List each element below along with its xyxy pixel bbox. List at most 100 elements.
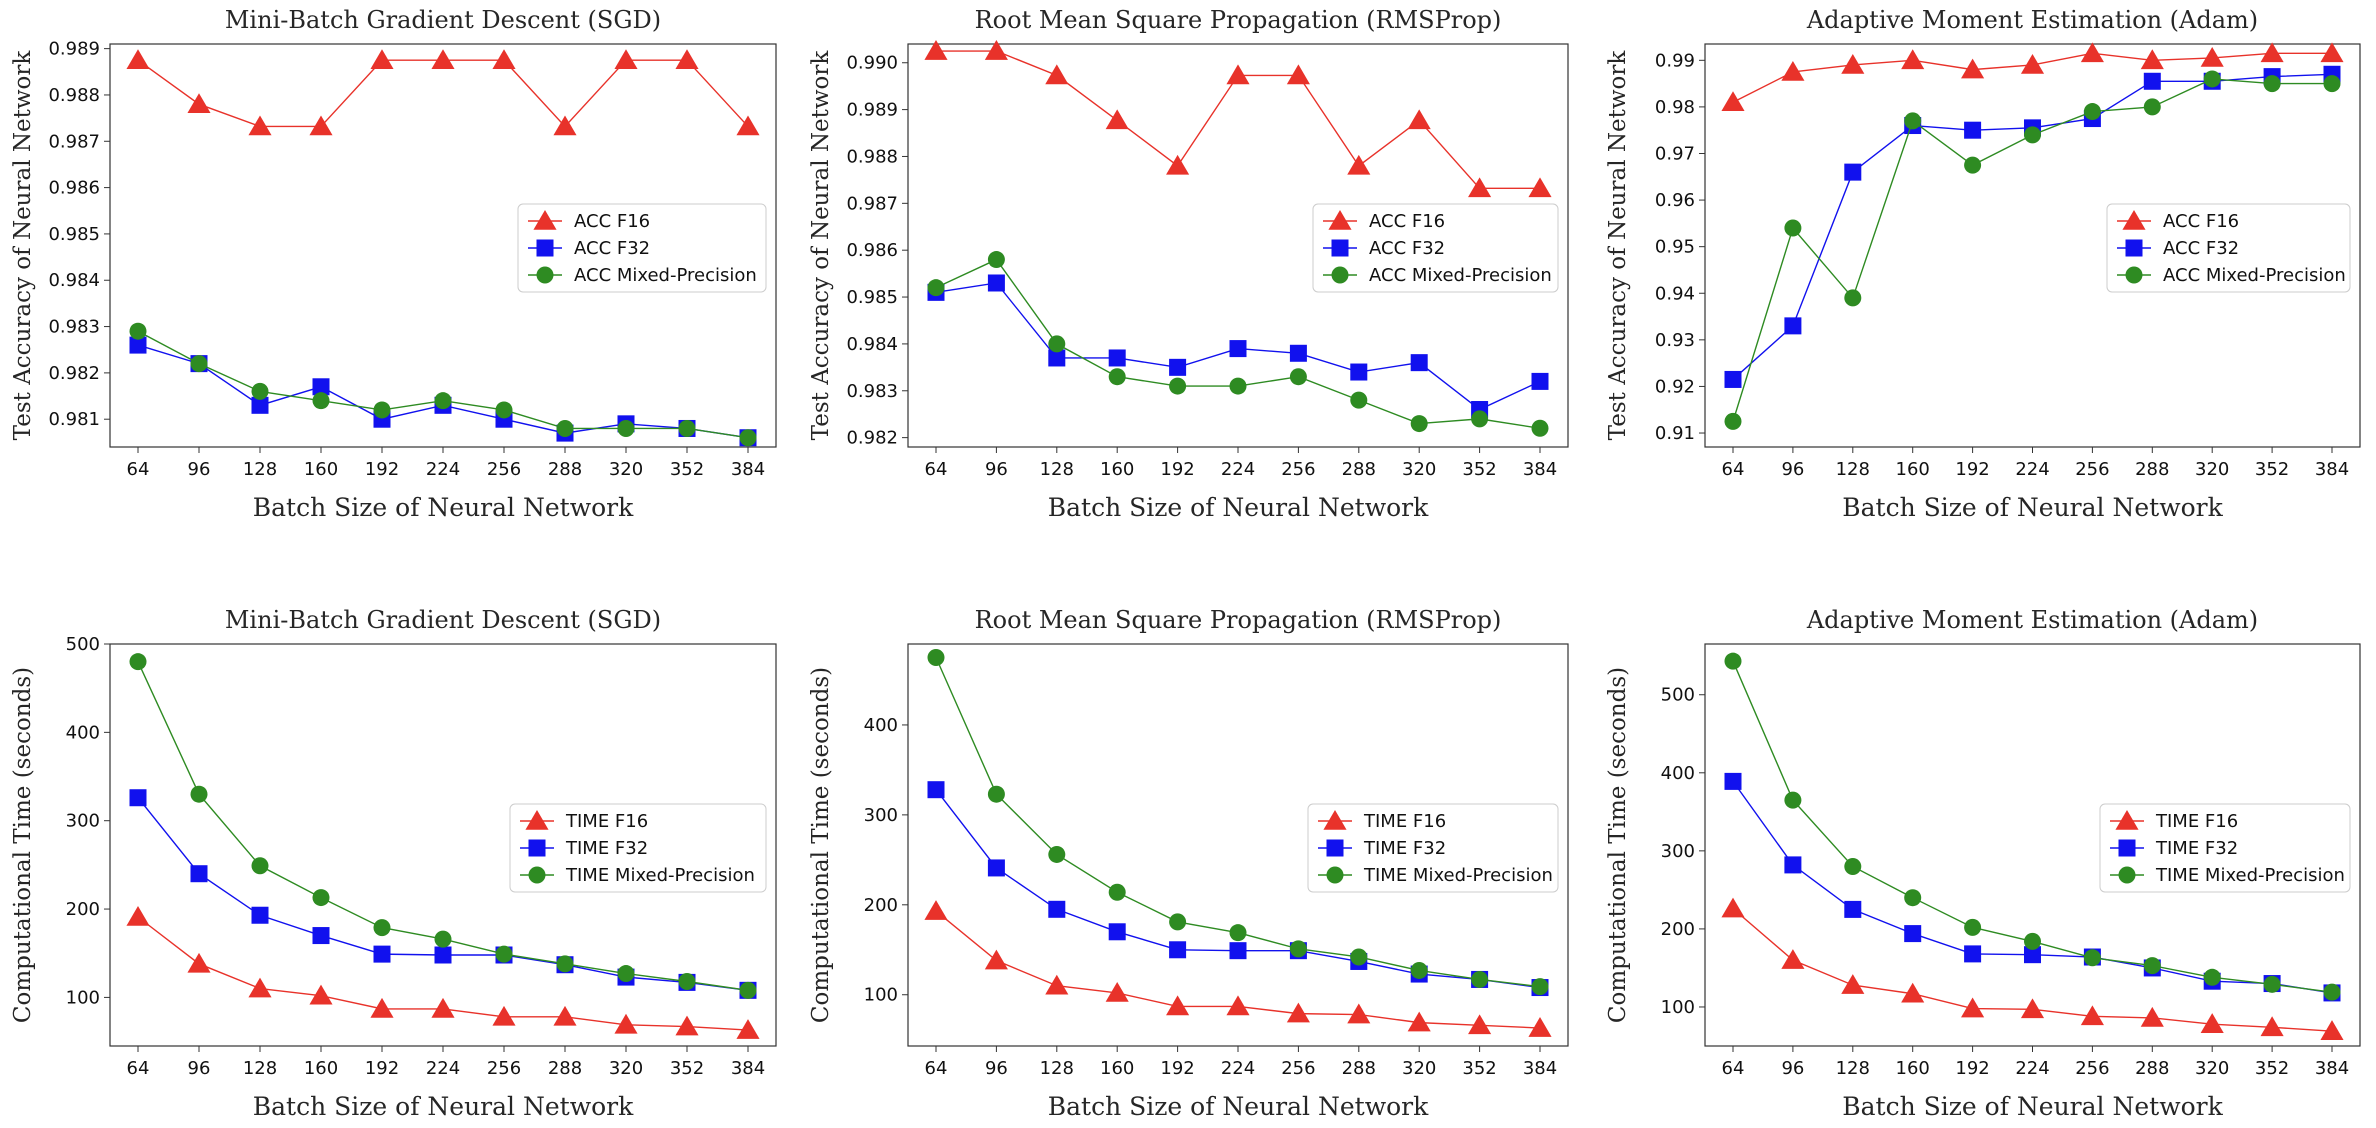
legend-label: ACC Mixed-Precision: [574, 265, 757, 286]
x-tick-label: 288: [1342, 459, 1376, 480]
chart-title: Mini-Batch Gradient Descent (SGD): [225, 606, 661, 634]
x-tick-label: 384: [731, 459, 765, 480]
data-point: [1347, 1003, 1371, 1024]
x-tick-label: 224: [2015, 1058, 2049, 1079]
data-point: [2024, 946, 2041, 964]
legend-marker: [2125, 266, 2143, 284]
data-point: [1108, 923, 1126, 941]
data-point: [312, 378, 330, 396]
data-point: [678, 973, 696, 991]
data-point: [2320, 1020, 2344, 1040]
x-tick-label: 320: [2195, 459, 2229, 480]
data-point: [617, 965, 635, 983]
data-point: [1961, 58, 1985, 79]
data-point: [1721, 91, 1745, 112]
x-tick-label: 160: [1896, 1058, 1930, 1079]
data-point: [2200, 1013, 2224, 1033]
y-tick-label: 0.985: [48, 224, 100, 245]
legend-box: [2099, 803, 2351, 893]
data-point: [1724, 772, 1742, 790]
x-tick-label: 256: [2075, 459, 2109, 480]
chart-panel-4: Mini-Batch Gradient Descent (SGD) 64 96 128…: [10, 606, 777, 1121]
data-point: [1901, 982, 1925, 1003]
x-tick-label: 128: [243, 1058, 277, 1079]
legend-marker: [528, 839, 546, 857]
legend-box: [2106, 203, 2351, 293]
x-tick-label: 128: [1040, 459, 1074, 480]
legend: TIME F16 TIME F32 TIME Mixed-Precision: [1307, 803, 1559, 893]
y-tick-label: 200: [66, 899, 100, 920]
data-point: [129, 653, 147, 671]
y-tick-label: 0.99: [1655, 50, 1695, 71]
chart-title: Adaptive Moment Estimation (Adam): [1806, 6, 2258, 34]
y-tick-label: 100: [864, 985, 898, 1006]
legend-marker: [1328, 210, 1352, 230]
x-tick-label: 352: [1462, 1058, 1496, 1079]
data-point: [556, 419, 574, 437]
data-point: [1166, 995, 1190, 1016]
x-tick-label: 320: [2195, 1058, 2229, 1079]
data-point: [556, 955, 574, 973]
y-tick-label: 200: [1661, 919, 1695, 940]
data-point: [2323, 75, 2341, 93]
data-point: [1841, 974, 1865, 994]
data-point: [187, 952, 211, 973]
data-point: [309, 115, 333, 136]
y-tick-label: 0.987: [48, 131, 100, 152]
data-point: [248, 977, 272, 998]
data-point: [987, 859, 1005, 877]
data-point: [927, 648, 945, 666]
data-point: [553, 1005, 577, 1026]
data-point: [1350, 391, 1368, 409]
legend-label: ACC F16: [2163, 211, 2239, 232]
chart-panel-6: Adaptive Moment Estimation (Adam) 64 96 128…: [1605, 606, 2361, 1121]
data-point: [987, 274, 1005, 292]
data-point: [1407, 1011, 1431, 1032]
data-point: [1169, 941, 1187, 959]
x-tick-label: 384: [2315, 459, 2349, 480]
legend-box: [1312, 203, 1559, 293]
data-point: [1229, 942, 1247, 960]
legend: ACC F16 ACC F32 ACC Mixed-Precision: [517, 203, 767, 293]
x-tick-label: 384: [1523, 1058, 1557, 1079]
x-axis-label: Batch Size of Neural Network: [253, 493, 634, 522]
data-point: [2143, 957, 2161, 975]
data-point: [1169, 358, 1187, 376]
data-point: [2024, 126, 2041, 144]
data-point: [675, 49, 699, 70]
legend-box: [509, 803, 767, 893]
y-tick-label: 400: [66, 722, 100, 743]
data-point: [1108, 883, 1126, 901]
x-axis-label: Batch Size of Neural Network: [1048, 493, 1429, 522]
data-point: [1048, 349, 1066, 367]
x-tick-label: 320: [609, 1058, 643, 1079]
data-point: [312, 392, 330, 410]
legend-marker: [533, 210, 557, 230]
legend-marker: [1323, 810, 1347, 830]
y-tick-label: 0.94: [1655, 283, 1695, 304]
data-point: [495, 401, 513, 419]
legend-marker: [1331, 266, 1349, 284]
data-point: [1410, 354, 1428, 372]
x-tick-label: 288: [2135, 1058, 2169, 1079]
chart-title: Root Mean Square Propagation (RMSProp): [975, 606, 1502, 634]
legend-label: ACC F16: [574, 211, 650, 232]
y-tick-label: 500: [66, 634, 100, 655]
data-point: [1289, 368, 1307, 386]
data-point: [1844, 900, 1862, 918]
data-point: [1045, 974, 1069, 995]
x-tick-label: 192: [1160, 1058, 1194, 1079]
x-tick-label: 192: [365, 459, 399, 480]
data-point: [1781, 949, 1805, 969]
data-point: [1724, 652, 1742, 670]
data-point: [736, 1019, 760, 1039]
x-tick-label: 224: [426, 1058, 460, 1079]
x-tick-label: 96: [1781, 1058, 1804, 1079]
legend-label: TIME F16: [2155, 811, 2238, 832]
y-tick-label: 0.988: [846, 146, 898, 167]
data-point: [126, 49, 150, 70]
data-point: [614, 1013, 638, 1034]
y-tick-label: 300: [66, 811, 100, 832]
x-tick-label: 96: [985, 1058, 1008, 1079]
y-axis-label: Test Accuracy of Neural Network: [808, 50, 834, 441]
